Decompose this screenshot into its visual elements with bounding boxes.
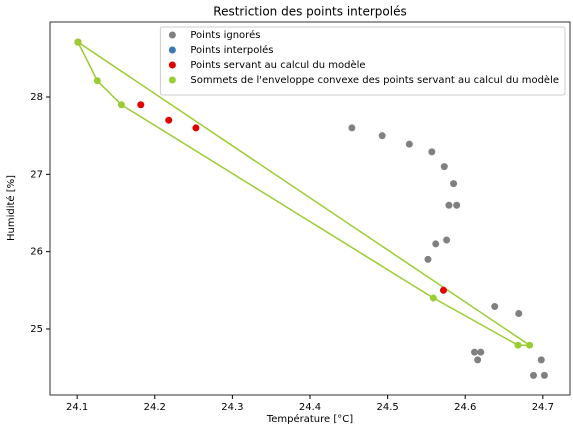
point	[429, 294, 437, 302]
point	[540, 371, 548, 379]
point	[74, 38, 82, 46]
x-tick-label: 24.1	[66, 402, 88, 413]
point	[514, 341, 522, 349]
x-tick-label: 24.3	[221, 402, 243, 413]
legend-label: Points servant au calcul du modèle	[190, 59, 365, 71]
chart-title: Restriction des points interpolés	[213, 5, 406, 19]
point	[537, 356, 545, 364]
point	[378, 132, 386, 140]
x-tick-label: 24.5	[376, 402, 398, 413]
point	[440, 163, 448, 171]
point	[93, 77, 101, 85]
legend-box	[159, 26, 566, 96]
legend-marker	[168, 46, 176, 54]
point	[405, 140, 413, 148]
point	[432, 240, 440, 248]
y-tick-label: 28	[30, 92, 43, 103]
legend-label: Sommets de l'enveloppe convexe des point…	[190, 74, 559, 86]
point	[117, 101, 125, 109]
x-tick-label: 24.7	[532, 402, 554, 413]
point	[450, 180, 458, 188]
point	[348, 124, 356, 132]
point	[474, 356, 482, 364]
legend-label: Points interpolés	[190, 44, 273, 56]
y-axis-label: Humidité [%]	[5, 175, 17, 241]
point	[471, 348, 479, 356]
point	[165, 116, 173, 124]
x-tick-label: 24.4	[299, 402, 321, 413]
point	[192, 124, 200, 132]
y-tick-label: 27	[30, 169, 43, 180]
x-tick-label: 24.2	[144, 402, 166, 413]
point	[477, 348, 485, 356]
y-tick-label: 25	[30, 324, 43, 335]
point	[439, 286, 447, 294]
point	[526, 341, 534, 349]
x-tick-label: 24.6	[454, 402, 476, 413]
point	[137, 101, 145, 109]
legend-marker	[168, 61, 176, 69]
point	[424, 255, 432, 263]
legend-marker	[168, 76, 176, 84]
point	[453, 201, 461, 209]
point	[515, 310, 523, 318]
point	[428, 148, 436, 156]
point	[445, 201, 453, 209]
point	[530, 371, 538, 379]
y-tick-label: 26	[30, 247, 43, 258]
point	[443, 236, 451, 244]
legend-marker	[168, 31, 176, 39]
x-axis-label: Température [°C]	[266, 413, 353, 425]
legend-label: Points ignorés	[190, 29, 260, 41]
point	[491, 303, 499, 311]
